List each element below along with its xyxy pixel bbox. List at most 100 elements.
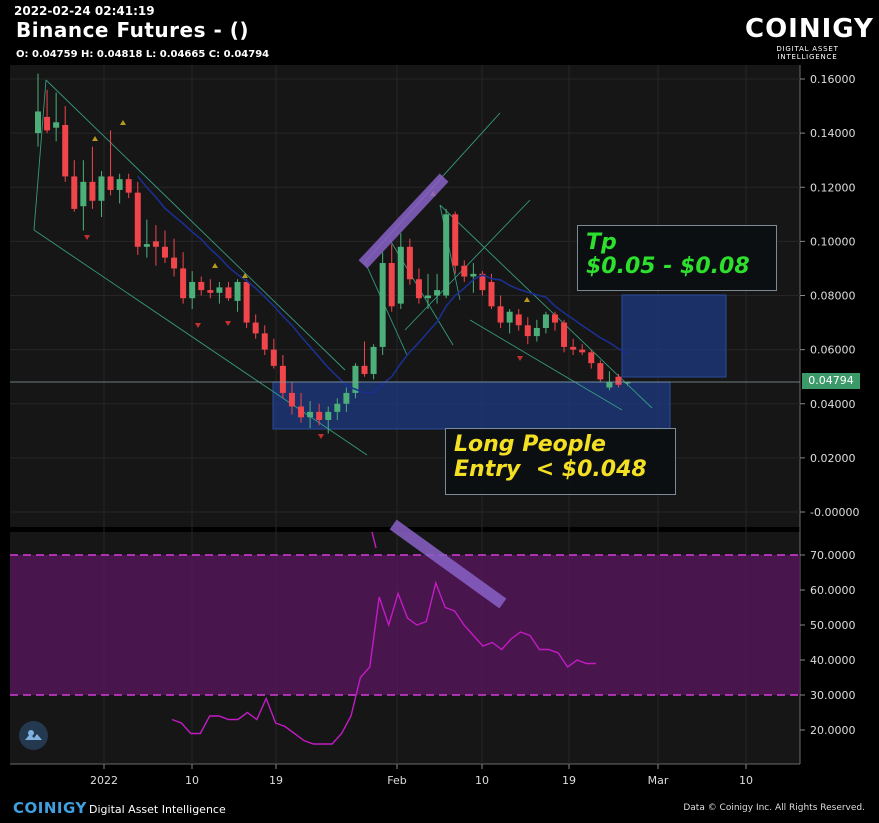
candle-body — [343, 392, 350, 404]
candle-body — [62, 125, 69, 177]
candle-body — [180, 268, 187, 299]
time-axis-ticks: 2022 10 19 Feb 10 19 Mar 10 — [90, 764, 753, 787]
candle-series — [35, 73, 631, 434]
x-tick-label: 10 — [475, 774, 489, 787]
y-tick-label: 0.02000 — [810, 452, 856, 465]
candle-body — [152, 241, 159, 247]
rsi-tick-label: 40.0000 — [810, 654, 856, 667]
candle-body — [252, 322, 259, 334]
candle-body — [352, 365, 359, 393]
entry-condition: Entry < $0.048 — [454, 457, 647, 482]
coinigy-logo: COINIGY DIGITAL ASSET INTELLIGENCE — [745, 14, 874, 61]
y-tick-label: 0.16000 — [810, 73, 856, 86]
candle-body — [506, 311, 513, 323]
candle-body — [134, 192, 141, 247]
rsi-tick-label: 20.0000 — [810, 724, 856, 737]
x-tick-label: 2022 — [90, 774, 118, 787]
candle-body — [89, 181, 96, 201]
y-tick-label: 0.12000 — [810, 181, 856, 194]
y-tick-label: 0.14000 — [810, 127, 856, 140]
candle-body — [361, 365, 368, 374]
rsi-tick-label: 50.0000 — [810, 619, 856, 632]
entry-label: Long People — [454, 432, 606, 457]
y-tick-label: -0.00000 — [810, 506, 859, 519]
candle-body — [270, 349, 277, 366]
y-tick-label: 0.10000 — [810, 235, 856, 248]
candle-body — [597, 363, 604, 380]
candle-body — [461, 265, 468, 277]
candle-body — [80, 181, 87, 207]
ohlc-readout: O: 0.04759 H: 0.04818 L: 0.04665 C: 0.04… — [16, 49, 270, 60]
coinigy-watermark-icon — [19, 721, 48, 750]
last-price-tag: 0.04794 — [802, 373, 860, 389]
rsi-tick-label: 70.0000 — [810, 549, 856, 562]
x-tick-label: 10 — [739, 774, 753, 787]
candle-body — [579, 349, 586, 353]
candle-body — [588, 352, 595, 364]
candle-body — [44, 116, 51, 131]
footer-brand[interactable]: COINIGY — [13, 799, 87, 817]
rsi-tick-label: 60.0000 — [810, 584, 856, 597]
candle-body — [443, 214, 450, 296]
candle-body — [261, 333, 268, 350]
candle-body — [288, 392, 295, 407]
tp-label: Tp — [586, 230, 617, 255]
candle-body — [189, 281, 196, 299]
x-tick-label: Feb — [387, 774, 406, 787]
candle-body — [533, 327, 540, 337]
y-tick-label: 0.06000 — [810, 344, 856, 357]
candle-body — [488, 281, 495, 307]
candle-body — [515, 314, 522, 326]
candle-body — [279, 365, 286, 393]
candle-body — [107, 176, 114, 190]
candle-body — [334, 403, 341, 412]
candle-body — [161, 246, 168, 258]
candle-body — [551, 314, 558, 323]
candle-body — [207, 290, 214, 293]
rsi-axis-ticks: 70.0000 60.0000 50.0000 40.0000 30.0000 20.00… — [800, 549, 856, 737]
candle-body — [243, 281, 250, 323]
logo-word: COINIGY — [745, 14, 874, 44]
candle-body — [425, 295, 432, 299]
candle-body — [388, 263, 395, 307]
rsi-line — [171, 580, 596, 745]
candle-body — [570, 346, 577, 350]
candle-body — [452, 214, 459, 266]
candle-body — [225, 287, 232, 299]
x-tick-label: Mar — [648, 774, 669, 787]
arrow-bar-top — [358, 173, 449, 269]
rsi-tick-label: 30.0000 — [810, 689, 856, 702]
candle-body — [234, 281, 241, 301]
candle-body — [98, 176, 105, 201]
take-profit-annotation[interactable]: Tp $0.05 - $0.08 — [577, 225, 777, 291]
candle-body — [143, 244, 150, 247]
candle-body — [606, 382, 613, 388]
x-tick-label: 19 — [269, 774, 283, 787]
x-tick-label: 19 — [562, 774, 576, 787]
candle-body — [35, 111, 41, 134]
candle-body — [53, 122, 60, 128]
candle-body — [434, 290, 441, 296]
y-tick-label: 0.04000 — [810, 398, 856, 411]
candle-body — [216, 287, 223, 293]
candle-body — [379, 263, 386, 347]
x-tick-label: 10 — [185, 774, 199, 787]
candle-body — [307, 411, 314, 418]
tp-zone — [621, 294, 727, 378]
arrow-bar-rsi — [389, 519, 507, 609]
candle-body — [624, 382, 631, 384]
candle-body — [198, 281, 205, 291]
moving-average-line — [137, 175, 628, 394]
tp-range: $0.05 - $0.08 — [586, 254, 750, 279]
entry-annotation[interactable]: Long People Entry < $0.048 — [445, 428, 676, 495]
candle-body — [325, 411, 332, 420]
entry-zone — [272, 381, 671, 430]
candle-body — [298, 406, 305, 418]
candle-body — [370, 346, 377, 374]
timestamp: 2022-02-24 02:41:19 — [14, 4, 155, 18]
candle-body — [406, 246, 413, 280]
rsi-band — [10, 555, 800, 695]
candle-body — [397, 246, 404, 304]
candle-body — [561, 322, 568, 347]
